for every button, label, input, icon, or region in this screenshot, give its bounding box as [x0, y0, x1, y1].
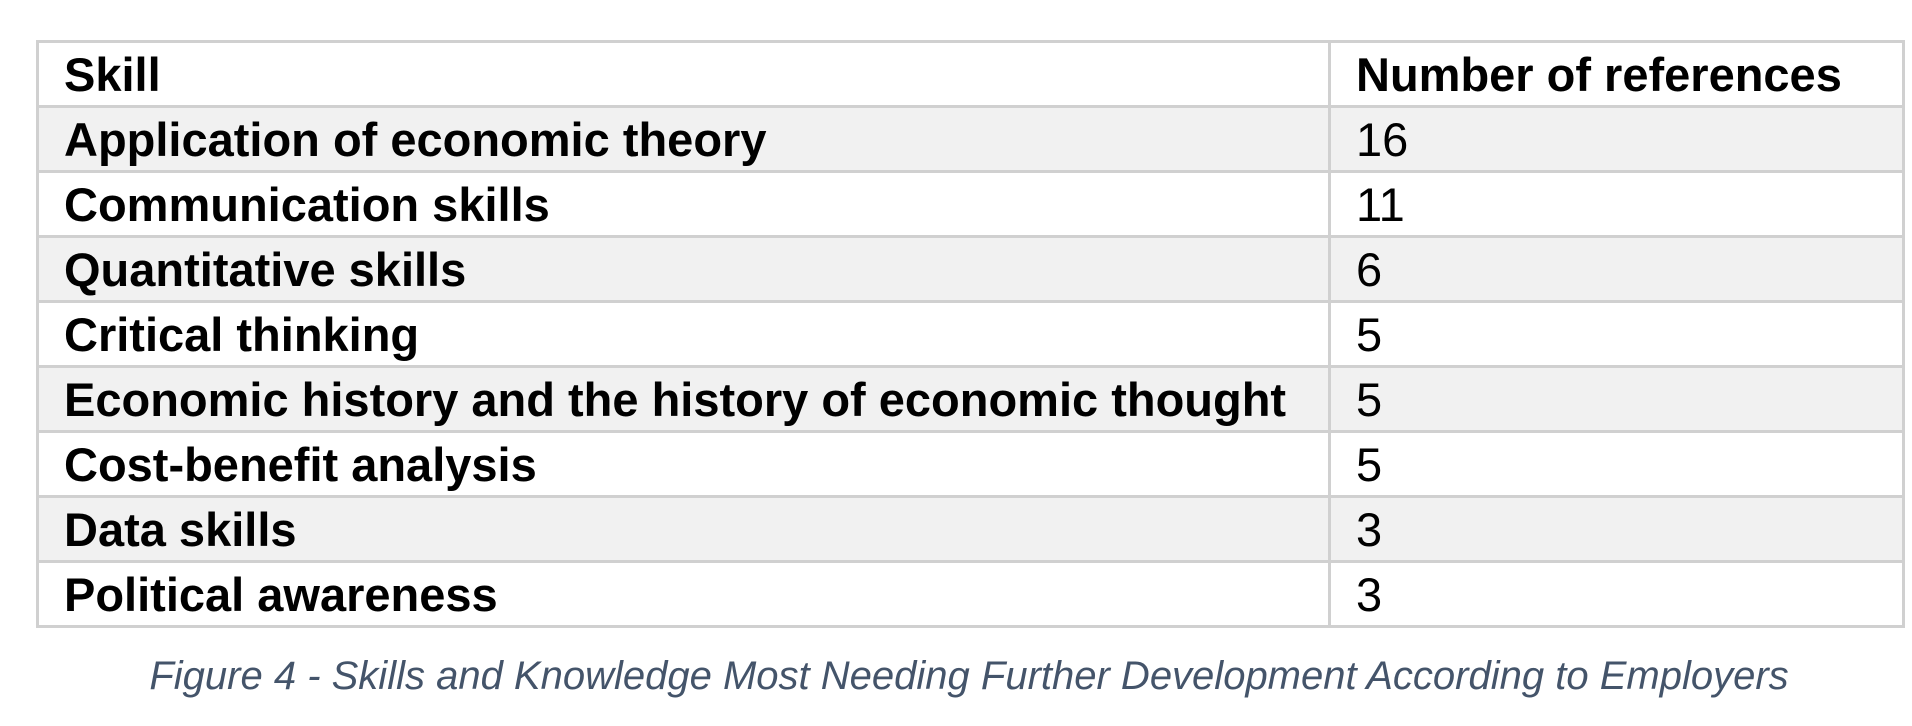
references-cell: 5	[1328, 365, 1905, 433]
skill-cell: Critical thinking	[36, 300, 1331, 368]
header-skill: Skill	[36, 40, 1331, 108]
references-cell: 16	[1328, 105, 1905, 173]
skill-cell: Data skills	[36, 495, 1331, 563]
references-cell: 3	[1328, 560, 1905, 628]
skill-cell: Economic history and the history of econ…	[36, 365, 1331, 433]
table-row: Data skills 3	[36, 495, 1905, 563]
references-cell: 5	[1328, 430, 1905, 498]
references-cell: 11	[1328, 170, 1905, 238]
table-row: Economic history and the history of econ…	[36, 365, 1905, 433]
header-number-of-references: Number of references	[1328, 40, 1905, 108]
table-row: Critical thinking 5	[36, 300, 1905, 368]
skills-table-container: Skill Number of references Application o…	[36, 40, 1905, 628]
table-header-row: Skill Number of references	[36, 40, 1905, 108]
references-cell: 6	[1328, 235, 1905, 303]
skill-cell: Cost-benefit analysis	[36, 430, 1331, 498]
figure-caption: Figure 4 - Skills and Knowledge Most Nee…	[149, 654, 1789, 698]
table-row: Political awareness 3	[36, 560, 1905, 628]
table-row: Cost-benefit analysis 5	[36, 430, 1905, 498]
references-cell: 5	[1328, 300, 1905, 368]
skill-cell: Application of economic theory	[36, 105, 1331, 173]
references-cell: 3	[1328, 495, 1905, 563]
table-row: Communication skills 11	[36, 170, 1905, 238]
skill-cell: Communication skills	[36, 170, 1331, 238]
skill-cell: Political awareness	[36, 560, 1331, 628]
skills-table: Skill Number of references Application o…	[36, 40, 1905, 628]
skill-cell: Quantitative skills	[36, 235, 1331, 303]
table-row: Application of economic theory 16	[36, 105, 1905, 173]
table-row: Quantitative skills 6	[36, 235, 1905, 303]
